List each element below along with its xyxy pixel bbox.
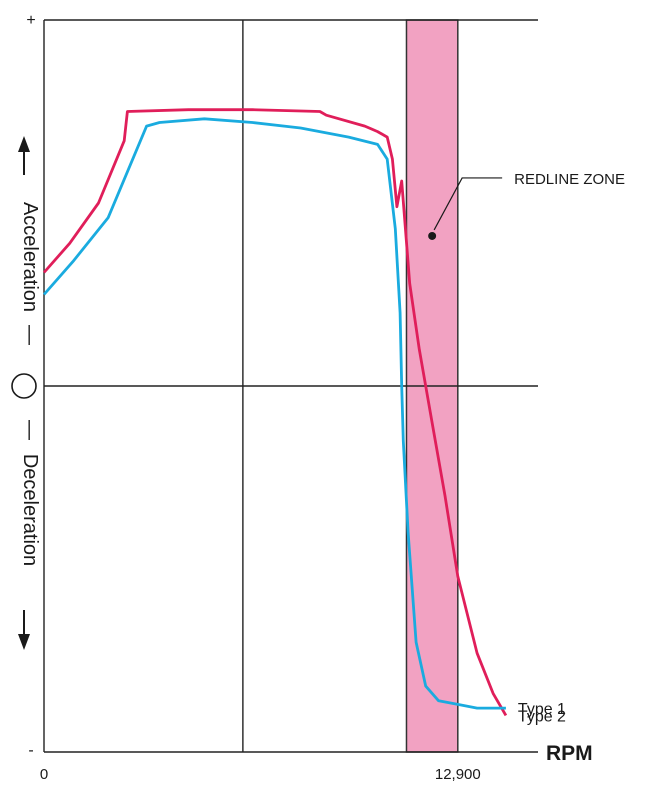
grid [43,19,538,753]
x-tick-label: 0 [40,766,48,783]
x-tick-label: 12,900 [435,766,481,783]
y-axis-label: Acceleration — — Deceleration [11,136,41,650]
zero-circle-icon [11,373,37,399]
up-arrow-icon [18,136,30,152]
y-label-separator: — [19,325,41,345]
x-axis-title: RPM [546,742,593,765]
redline-leader-line [433,177,503,231]
y-plus-sign: + [26,12,35,29]
down-arrow-icon [18,634,30,650]
redline-zone-label: REDLINE ZONE [514,171,625,188]
series-label-type-2: Type 2 [518,708,566,725]
y-label-deceleration: Deceleration [19,454,41,566]
redline-marker-dot [428,231,437,240]
series-line-type-1 [42,117,506,710]
y-minus-sign: - [28,742,33,759]
y-label-acceleration: Acceleration [19,202,41,312]
redline-annotation: REDLINE ZONE [428,171,625,240]
series-line-type-2 [42,108,508,717]
series-label-type-1: Type 1 [518,701,566,718]
y-label-separator: — [19,420,41,440]
